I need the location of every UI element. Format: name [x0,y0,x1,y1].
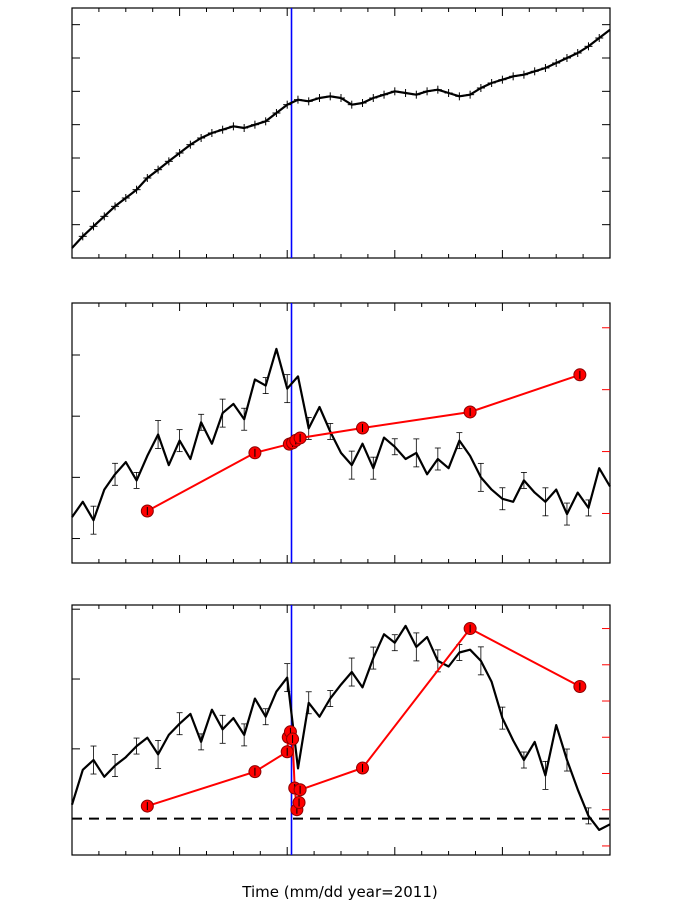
black-series-line [71,28,611,249]
plot-frame [71,302,611,564]
black-series-line [71,347,611,522]
magnetic-flux-panel [71,7,611,259]
energy-flux-panel [71,302,611,564]
red-series-line [146,627,581,810]
helicity-flux-panel [70,604,611,856]
black-series-line [70,624,611,832]
x-axis-label: Time (mm/dd year=2011) [241,883,437,901]
plot-frame [71,7,611,259]
plot-frame [71,604,611,856]
